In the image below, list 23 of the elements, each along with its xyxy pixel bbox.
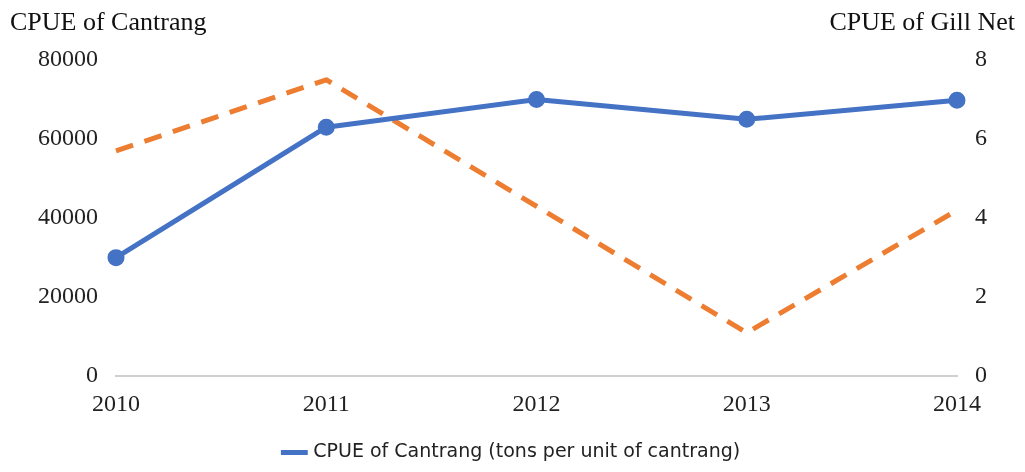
y2-tick-label: 4 xyxy=(975,203,987,230)
y-axis-title: CPUE of Cantrang xyxy=(10,6,207,36)
y2-tick-label: 0 xyxy=(975,361,987,388)
y-tick-label: 20000 xyxy=(38,282,98,309)
legend-label: CPUE of Cantrang (tons per unit of cantrang) xyxy=(313,439,741,462)
point xyxy=(107,249,125,267)
y-tick-label: 60000 xyxy=(38,124,98,151)
y2-axis-title: CPUE of Gill Net xyxy=(829,6,1016,36)
x-tick-label: 2012 xyxy=(512,389,561,416)
x-tick-label: 2011 xyxy=(302,389,350,416)
y-tick-label: 80000 xyxy=(38,45,98,72)
x-tick-label: 2013 xyxy=(722,389,771,416)
point xyxy=(317,118,335,136)
y2-tick-label: 8 xyxy=(975,45,987,72)
point xyxy=(948,91,966,109)
y2-tick-label: 6 xyxy=(975,124,987,151)
y-tick-label: 40000 xyxy=(38,203,98,230)
point xyxy=(738,110,756,128)
x-tick-label: 2010 xyxy=(92,389,140,416)
point xyxy=(528,91,545,109)
y2-tick-label: 2 xyxy=(975,282,987,309)
y-tick-label: 0 xyxy=(86,361,98,388)
x-tick-label: 2014 xyxy=(933,389,981,416)
